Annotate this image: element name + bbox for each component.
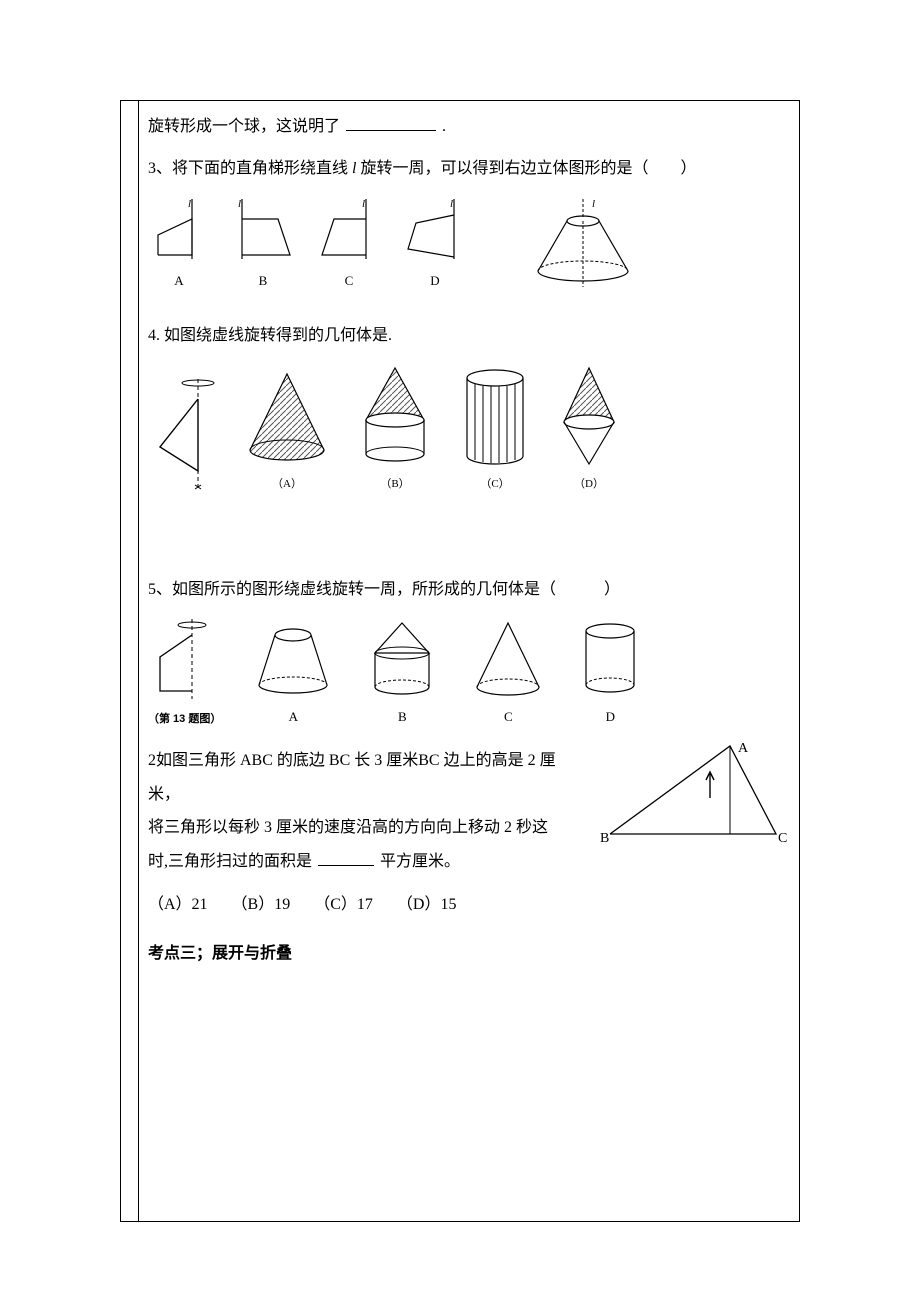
q4-fig-a: （A） xyxy=(244,368,330,495)
q-top-text-a: 旋转形成一个球，这说明了 xyxy=(148,118,340,135)
q4-label-b: （B） xyxy=(356,474,434,495)
frame-top xyxy=(120,100,800,101)
q2b-line2: 将三角形以每秒 3 厘米的速度沿高的方向向上移动 2 秒这 xyxy=(148,811,568,845)
q5-figures: （第 13 题图） A xyxy=(148,617,790,730)
svg-text:l: l xyxy=(450,198,453,210)
section-3-title: 考点三；展开与折叠 xyxy=(148,939,790,969)
svg-text:l: l xyxy=(592,198,595,210)
q3-label-a: A xyxy=(148,269,210,294)
svg-text:l: l xyxy=(238,198,241,210)
q4-fig-d: （D） xyxy=(556,364,622,495)
q2b-block: 2如图三角形 ABC 的底边 BC 长 3 厘米BC 边上的高是 2 厘米， 将… xyxy=(148,744,790,878)
q3-fig-c: l C xyxy=(316,197,382,294)
q5-label-a: A xyxy=(251,705,335,730)
frame-left xyxy=(120,100,121,1222)
q5-label-b: B xyxy=(365,705,439,730)
q3-fig-b: l B xyxy=(228,197,298,294)
svg-text:B: B xyxy=(600,831,609,846)
q5-fig-b: B xyxy=(365,617,439,730)
q2b-line1: 2如图三角形 ABC 的底边 BC 长 3 厘米BC 边上的高是 2 厘米， xyxy=(148,744,568,811)
q5-text: 5、如图所示的图形绕虚线旋转一周，所形成的几何体是（ ） xyxy=(148,575,790,605)
q3-label-d: D xyxy=(400,269,470,294)
q5-label-d: D xyxy=(577,705,643,730)
q4-label-c: （C） xyxy=(460,474,530,495)
q3-text-a: 3、将下面的直角梯形绕直线 xyxy=(148,160,352,177)
frame-bottom xyxy=(120,1221,800,1222)
q3-text-b: 旋转一周，可以得到右边立体图形的是（ ） xyxy=(356,160,696,177)
frame-inner-left xyxy=(138,100,139,1222)
q3-figures: l A l B l xyxy=(148,197,790,294)
svg-text:A: A xyxy=(738,741,749,756)
content-area: 旋转形成一个球，这说明了 . 3、将下面的直角梯形绕直线 l 旋转一周，可以得到… xyxy=(148,112,790,1212)
q-top-text-b: . xyxy=(442,118,446,135)
q-top-line: 旋转形成一个球，这说明了 . xyxy=(148,112,790,142)
q3-fig-a: l A xyxy=(148,197,210,294)
svg-text:C: C xyxy=(778,831,787,846)
q3-label-b: B xyxy=(228,269,298,294)
q4-fig-b: （B） xyxy=(356,364,434,495)
svg-text:l: l xyxy=(362,198,365,210)
q3-fig-d: l D xyxy=(400,197,470,294)
q4-label-d: （D） xyxy=(556,474,622,495)
q4-fig-source xyxy=(148,375,218,495)
q2b-line3b: 平方厘米。 xyxy=(380,853,460,870)
q2b-blank xyxy=(318,849,374,866)
q4-fig-c: （C） xyxy=(460,364,530,495)
q4-text: 4. 如图绕虚线旋转得到的几何体是. xyxy=(148,321,790,351)
q5-fig-a: A xyxy=(251,621,335,730)
q2b-figure: A B C xyxy=(600,738,790,848)
q2b-text: 2如图三角形 ABC 的底边 BC 长 3 厘米BC 边上的高是 2 厘米， 将… xyxy=(148,744,568,878)
q3-label-c: C xyxy=(316,269,382,294)
q2b-line3a: 时,三角形扫过的面积是 xyxy=(148,853,312,870)
q5-caption: （第 13 题图） xyxy=(148,709,221,730)
q5-fig-d: D xyxy=(577,617,643,730)
q3-text: 3、将下面的直角梯形绕直线 l 旋转一周，可以得到右边立体图形的是（ ） xyxy=(148,154,790,184)
q4-figures: （A） （B） xyxy=(148,364,790,495)
q5-fig-source: （第 13 题图） xyxy=(148,617,221,730)
q3-fig-solid: l xyxy=(528,197,638,293)
svg-text:l: l xyxy=(188,198,191,210)
q4-label-a: （A） xyxy=(244,474,330,495)
q5-label-c: C xyxy=(469,705,547,730)
q2b-options: （A）21 （B）19 （C）17 （D）15 xyxy=(148,890,790,920)
frame-right xyxy=(799,100,800,1222)
q-top-blank xyxy=(346,114,436,131)
q5-fig-c: C xyxy=(469,617,547,730)
